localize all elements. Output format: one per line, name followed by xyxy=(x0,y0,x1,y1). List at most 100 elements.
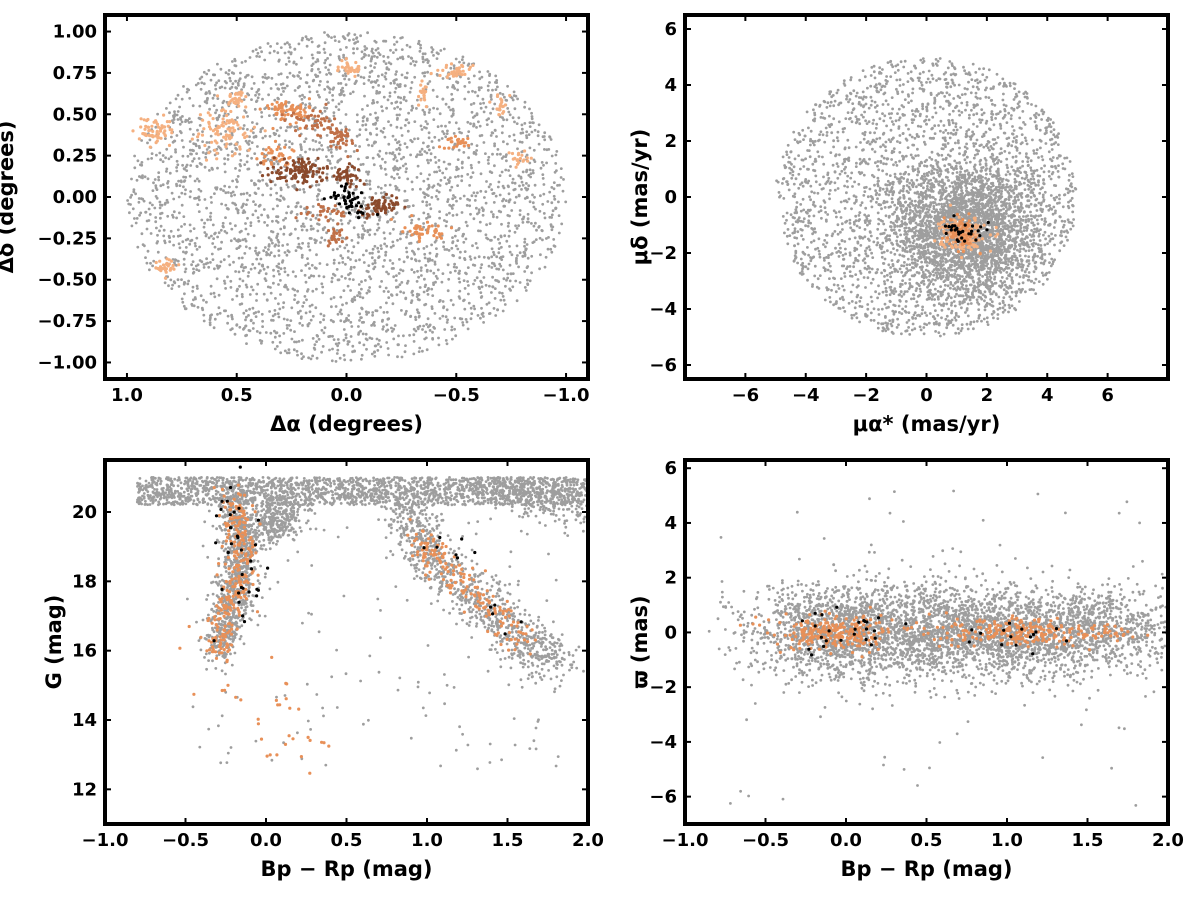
field-star xyxy=(277,315,281,319)
field-star xyxy=(321,291,325,295)
field-star xyxy=(203,221,207,225)
member-star xyxy=(288,107,292,111)
field-star xyxy=(1058,249,1062,253)
field-star xyxy=(340,91,343,94)
member-star xyxy=(518,156,523,161)
field-star xyxy=(223,170,227,174)
field-star xyxy=(191,148,194,152)
field-star xyxy=(189,190,193,193)
field-star xyxy=(182,180,186,183)
field-star xyxy=(508,113,512,117)
field-star xyxy=(1005,277,1009,280)
field-star xyxy=(190,263,194,267)
field-star xyxy=(268,134,272,138)
field-star xyxy=(482,315,485,318)
field-star xyxy=(316,51,320,54)
field-star xyxy=(315,75,318,78)
field-star xyxy=(464,220,468,224)
field-star xyxy=(279,194,283,198)
field-star xyxy=(463,258,467,261)
member-star xyxy=(466,136,470,141)
field-star xyxy=(379,166,383,170)
member-star xyxy=(390,208,394,212)
field-star xyxy=(415,308,419,312)
member-star xyxy=(294,165,298,169)
field-star xyxy=(305,228,309,232)
field-star xyxy=(303,95,306,99)
member-star xyxy=(319,121,323,125)
member-star xyxy=(356,168,361,172)
member-star xyxy=(410,214,414,218)
member-star xyxy=(332,174,336,178)
field-star xyxy=(421,108,425,112)
field-star xyxy=(172,280,176,284)
field-star xyxy=(478,220,482,224)
field-star xyxy=(387,196,391,200)
member-star xyxy=(427,225,431,229)
field-star xyxy=(364,279,367,282)
field-star xyxy=(390,267,394,270)
field-star xyxy=(311,289,315,293)
field-star xyxy=(421,52,425,56)
field-star xyxy=(433,170,436,174)
member-star xyxy=(440,232,444,236)
field-star xyxy=(139,211,143,215)
field-star xyxy=(231,190,235,194)
field-star xyxy=(1019,226,1023,230)
field-star xyxy=(318,262,322,265)
field-star xyxy=(469,122,472,126)
field-star xyxy=(498,241,502,245)
field-star xyxy=(986,146,990,150)
member-star xyxy=(233,96,237,100)
field-star xyxy=(460,174,464,178)
field-star xyxy=(472,122,476,126)
field-star xyxy=(353,188,357,192)
field-star xyxy=(380,73,384,77)
field-star xyxy=(1052,128,1056,132)
member-star xyxy=(432,234,436,238)
member-star xyxy=(318,213,323,217)
field-star xyxy=(910,99,913,103)
field-star xyxy=(562,178,565,181)
field-star xyxy=(240,256,244,260)
member-star xyxy=(336,222,340,226)
field-star xyxy=(528,200,532,204)
field-star xyxy=(533,160,537,164)
field-star xyxy=(273,133,277,137)
field-star xyxy=(153,178,157,181)
field-star xyxy=(211,223,215,227)
field-star xyxy=(835,215,838,219)
member-star xyxy=(298,110,302,114)
field-star xyxy=(254,246,258,250)
field-star xyxy=(459,197,462,200)
field-star xyxy=(501,295,505,298)
field-star xyxy=(273,312,277,316)
field-star xyxy=(353,210,357,214)
field-star xyxy=(472,191,476,195)
field-star xyxy=(250,141,254,145)
field-star xyxy=(395,285,398,289)
field-star xyxy=(484,105,488,109)
field-star xyxy=(458,280,462,284)
field-star xyxy=(431,294,435,297)
field-star xyxy=(417,275,420,279)
field-star xyxy=(435,57,439,60)
field-star xyxy=(416,153,419,157)
field-star xyxy=(229,79,232,83)
field-star xyxy=(365,138,369,142)
field-star xyxy=(248,56,252,59)
field-star xyxy=(331,334,334,338)
field-star xyxy=(383,75,387,79)
x-tick-label: 1.0 xyxy=(111,385,143,406)
field-star xyxy=(398,166,402,170)
member-star xyxy=(166,124,170,128)
field-star xyxy=(356,120,359,124)
field-star xyxy=(287,60,291,63)
field-star xyxy=(166,201,170,204)
field-star xyxy=(275,42,279,45)
field-star xyxy=(250,156,254,160)
y-tick-label: −1.00 xyxy=(38,352,98,373)
field-star xyxy=(241,127,245,131)
core-member-star xyxy=(359,191,364,195)
field-star xyxy=(250,179,253,183)
